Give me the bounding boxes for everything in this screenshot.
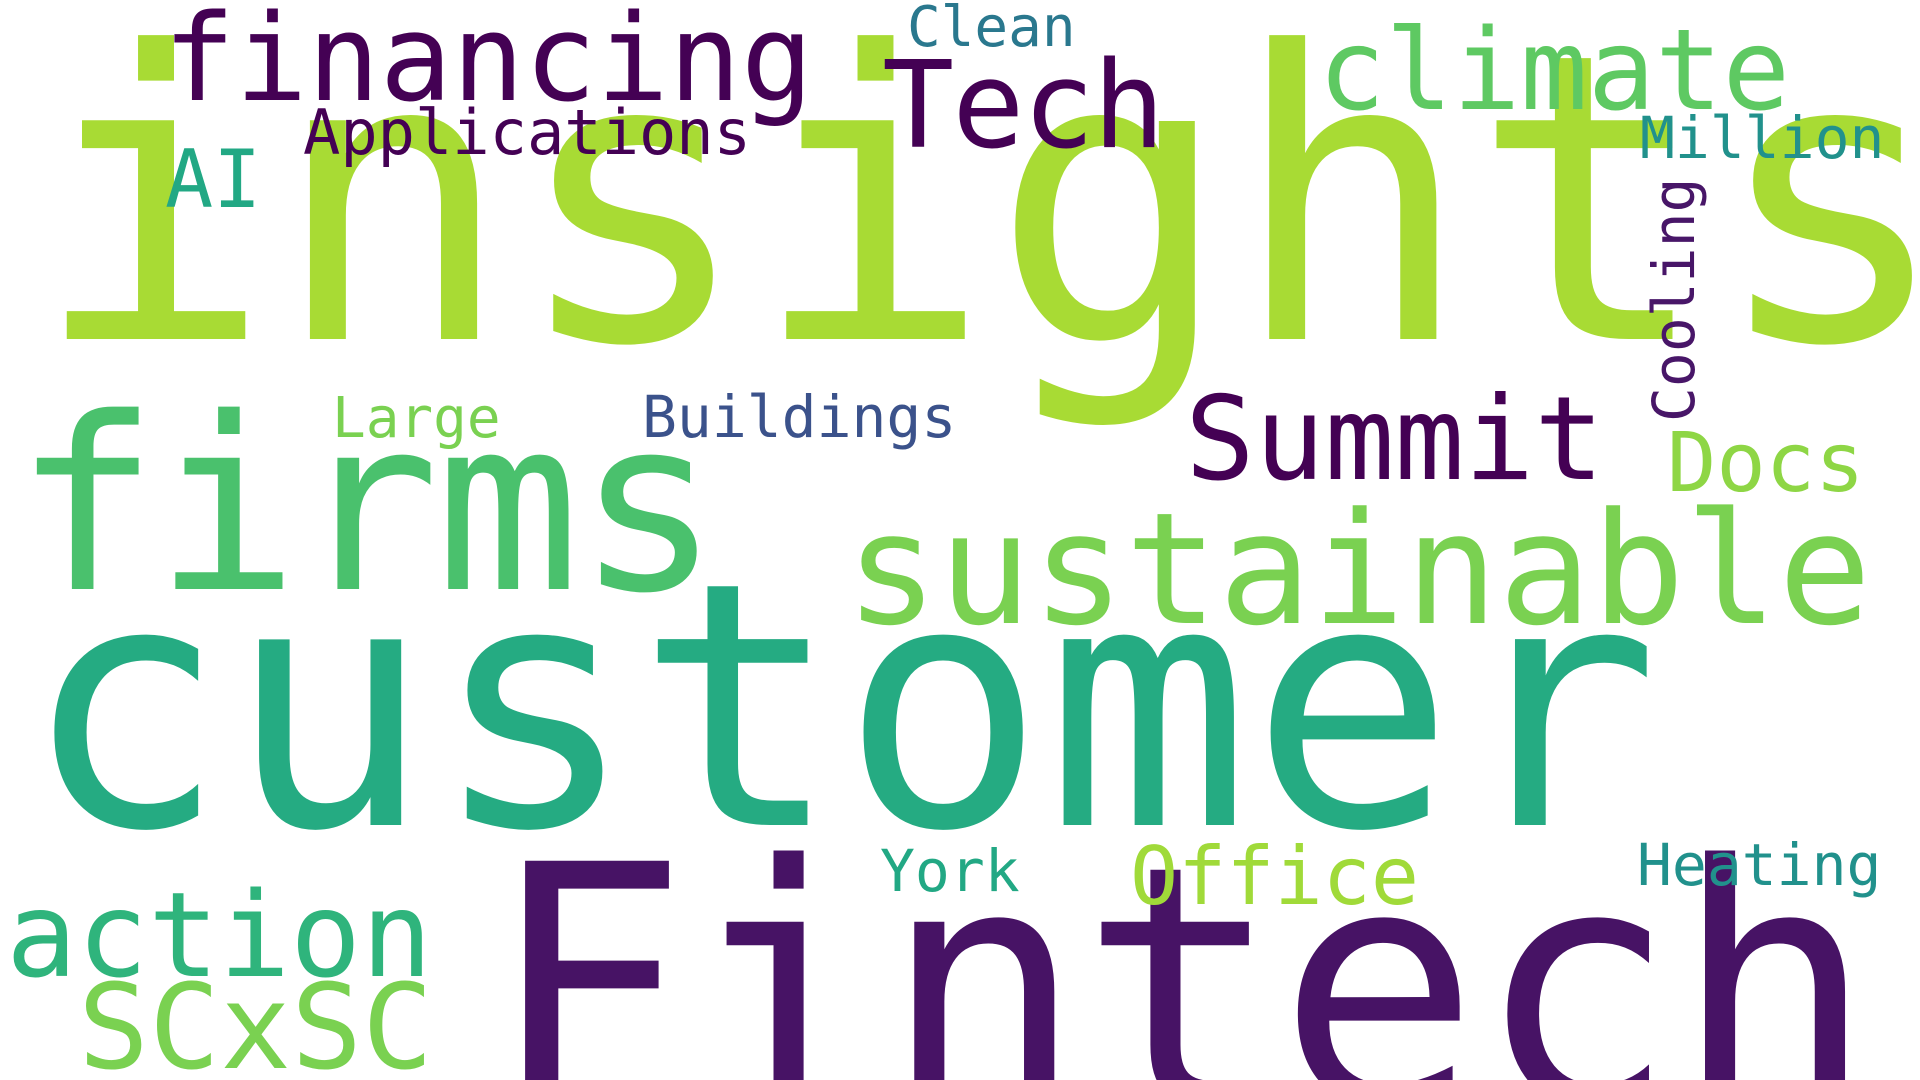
word-insights: insights bbox=[32, 0, 1920, 434]
word-sustainable: sustainable bbox=[845, 479, 1872, 660]
word-buildings: Buildings bbox=[642, 383, 957, 451]
word-tech: Tech bbox=[882, 37, 1165, 176]
word-climate: climate bbox=[1318, 6, 1791, 136]
word-heating: Heating bbox=[1637, 831, 1882, 899]
word-docs: Docs bbox=[1667, 416, 1865, 511]
word-clean: Clean bbox=[907, 0, 1076, 60]
word-applications: Applications bbox=[303, 96, 751, 169]
word-fintech: Fintech bbox=[487, 795, 1875, 1080]
word-cooling: Cooling bbox=[1640, 177, 1708, 422]
word-firms: firms bbox=[14, 366, 720, 646]
word-ai: AI bbox=[165, 133, 262, 226]
word-action: action bbox=[6, 866, 433, 1004]
word-large: Large bbox=[332, 386, 501, 451]
word-million: Million bbox=[1640, 104, 1885, 172]
word-scxsc: SCxSC bbox=[78, 958, 434, 1080]
word-office: Office bbox=[1130, 830, 1419, 923]
word-financing: financing bbox=[163, 0, 814, 129]
word-customer: customer bbox=[22, 510, 1660, 906]
word-summit: Summit bbox=[1185, 372, 1605, 507]
word-york: York bbox=[880, 837, 1020, 905]
